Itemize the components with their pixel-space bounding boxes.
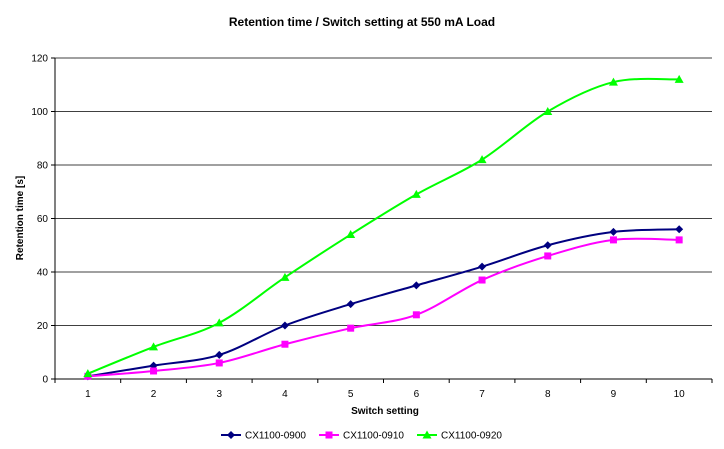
y-tick-label: 80 — [37, 161, 49, 172]
legend-entry: CX1100-0920 — [417, 430, 502, 442]
data-point — [149, 342, 159, 351]
x-tick-label: 4 — [282, 389, 288, 400]
data-point — [215, 359, 223, 367]
x-tick-label: 9 — [611, 389, 617, 400]
x-tick-label: 5 — [348, 389, 354, 400]
legend-label: CX1100-0920 — [441, 431, 502, 442]
y-axis-label: Retention time [s] — [15, 176, 26, 260]
series-CX1100-0910 — [84, 236, 683, 380]
y-tick-label: 20 — [37, 321, 49, 332]
series-line — [87, 228, 680, 378]
legend-marker — [227, 431, 235, 439]
data-point — [477, 155, 487, 164]
data-point — [674, 74, 684, 83]
x-tick-label: 2 — [151, 389, 157, 400]
data-point — [346, 230, 356, 239]
legend-label: CX1100-0900 — [245, 431, 306, 442]
data-point — [609, 227, 618, 236]
data-point — [412, 311, 420, 319]
data-point — [280, 321, 289, 330]
y-tick-label: 120 — [31, 54, 48, 65]
data-point — [675, 225, 684, 234]
y-tick-labels: 0 20 40 60 80 100 120 — [31, 54, 48, 386]
data-point — [347, 324, 355, 332]
x-tick-label: 1 — [85, 389, 91, 400]
chart-title: Retention time / Switch setting at 550 m… — [229, 15, 495, 29]
data-point — [544, 252, 552, 260]
legend-marker — [325, 431, 333, 439]
legend-entry: CX1100-0900 — [221, 431, 306, 442]
x-tick-label: 6 — [414, 389, 420, 400]
y-tick-label: 60 — [37, 214, 49, 225]
series-layer — [83, 74, 684, 381]
data-point — [608, 77, 618, 86]
data-point — [412, 281, 421, 290]
legend-entry: CX1100-0910 — [319, 431, 404, 442]
x-tick-label: 8 — [545, 389, 551, 400]
series-CX1100-0920 — [83, 74, 684, 378]
data-point — [83, 369, 93, 378]
y-tick-label: 100 — [31, 107, 48, 118]
series-line — [87, 237, 680, 378]
x-tick-label: 7 — [479, 389, 485, 400]
x-tick-label: 10 — [674, 389, 686, 400]
data-point — [150, 367, 158, 375]
series-CX1100-0900 — [83, 225, 684, 381]
data-point — [280, 272, 290, 281]
x-tick-label: 3 — [216, 389, 222, 400]
legend-label: CX1100-0910 — [343, 431, 404, 442]
data-point — [215, 350, 224, 359]
data-point — [609, 236, 617, 244]
legend-marker — [422, 430, 432, 439]
data-point — [478, 276, 486, 284]
x-tick-labels: 1 2 3 4 5 6 7 8 9 10 — [85, 389, 685, 400]
series-line — [87, 77, 680, 375]
data-point — [543, 241, 552, 250]
data-point — [411, 189, 421, 198]
data-point — [543, 107, 553, 115]
x-axis-label: Switch setting — [351, 406, 419, 417]
data-point — [346, 300, 355, 309]
y-tick-label: 0 — [42, 375, 48, 386]
gridlines — [55, 57, 712, 326]
axes — [51, 57, 713, 383]
data-point — [281, 340, 289, 348]
data-point — [675, 236, 683, 244]
data-point — [478, 262, 487, 271]
data-point — [214, 318, 224, 327]
y-tick-label: 40 — [37, 268, 49, 279]
legend: CX1100-0900 CX1100-0910 CX1100-0920 — [221, 430, 502, 442]
